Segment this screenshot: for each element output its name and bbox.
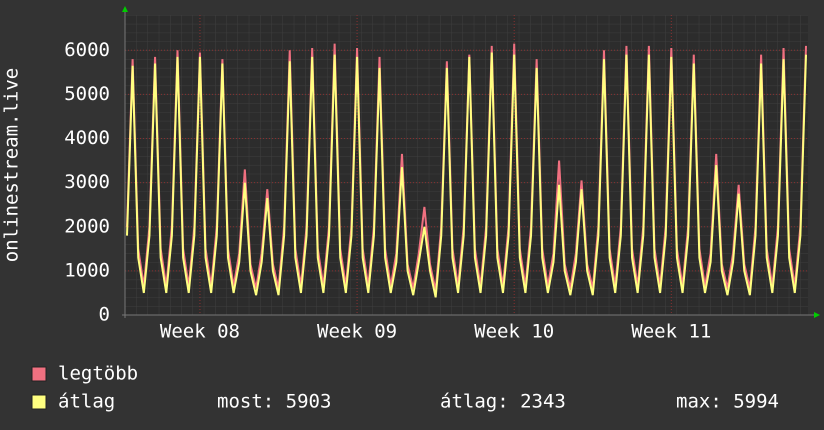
x-tick-label: Week 09	[317, 321, 397, 343]
x-tick-label: Week 11	[631, 321, 711, 343]
x-tick-label: Week 10	[474, 321, 554, 343]
legend: legtöbb átlag most: 5903 átlag: 2343 max: 59…	[31, 363, 779, 413]
stat-label: max: 5994	[676, 391, 779, 413]
stat-label: most: 5903	[217, 391, 331, 413]
y-tick-label: 2000	[64, 215, 110, 237]
lines	[126, 43, 807, 298]
y-arrow	[122, 6, 128, 12]
y-tick-label: 5000	[64, 83, 110, 105]
y-axis-label: onlinestream.live	[1, 68, 23, 262]
legend-swatch	[31, 366, 47, 382]
legend-label: legtöbb	[58, 363, 138, 385]
legend-swatch	[31, 394, 47, 410]
series-line	[126, 52, 807, 298]
y-tick-label: 0	[99, 304, 110, 326]
y-tick-label: 6000	[64, 39, 110, 61]
legend-label: átlag	[58, 391, 115, 413]
stat-label: átlag: 2343	[440, 391, 566, 413]
x-arrow	[814, 312, 820, 318]
grid	[125, 15, 808, 315]
y-tick-label: 4000	[64, 127, 110, 149]
y-tick-label: 1000	[64, 259, 110, 281]
x-tick-label: Week 08	[160, 321, 240, 343]
y-tick-label: 3000	[64, 171, 110, 193]
